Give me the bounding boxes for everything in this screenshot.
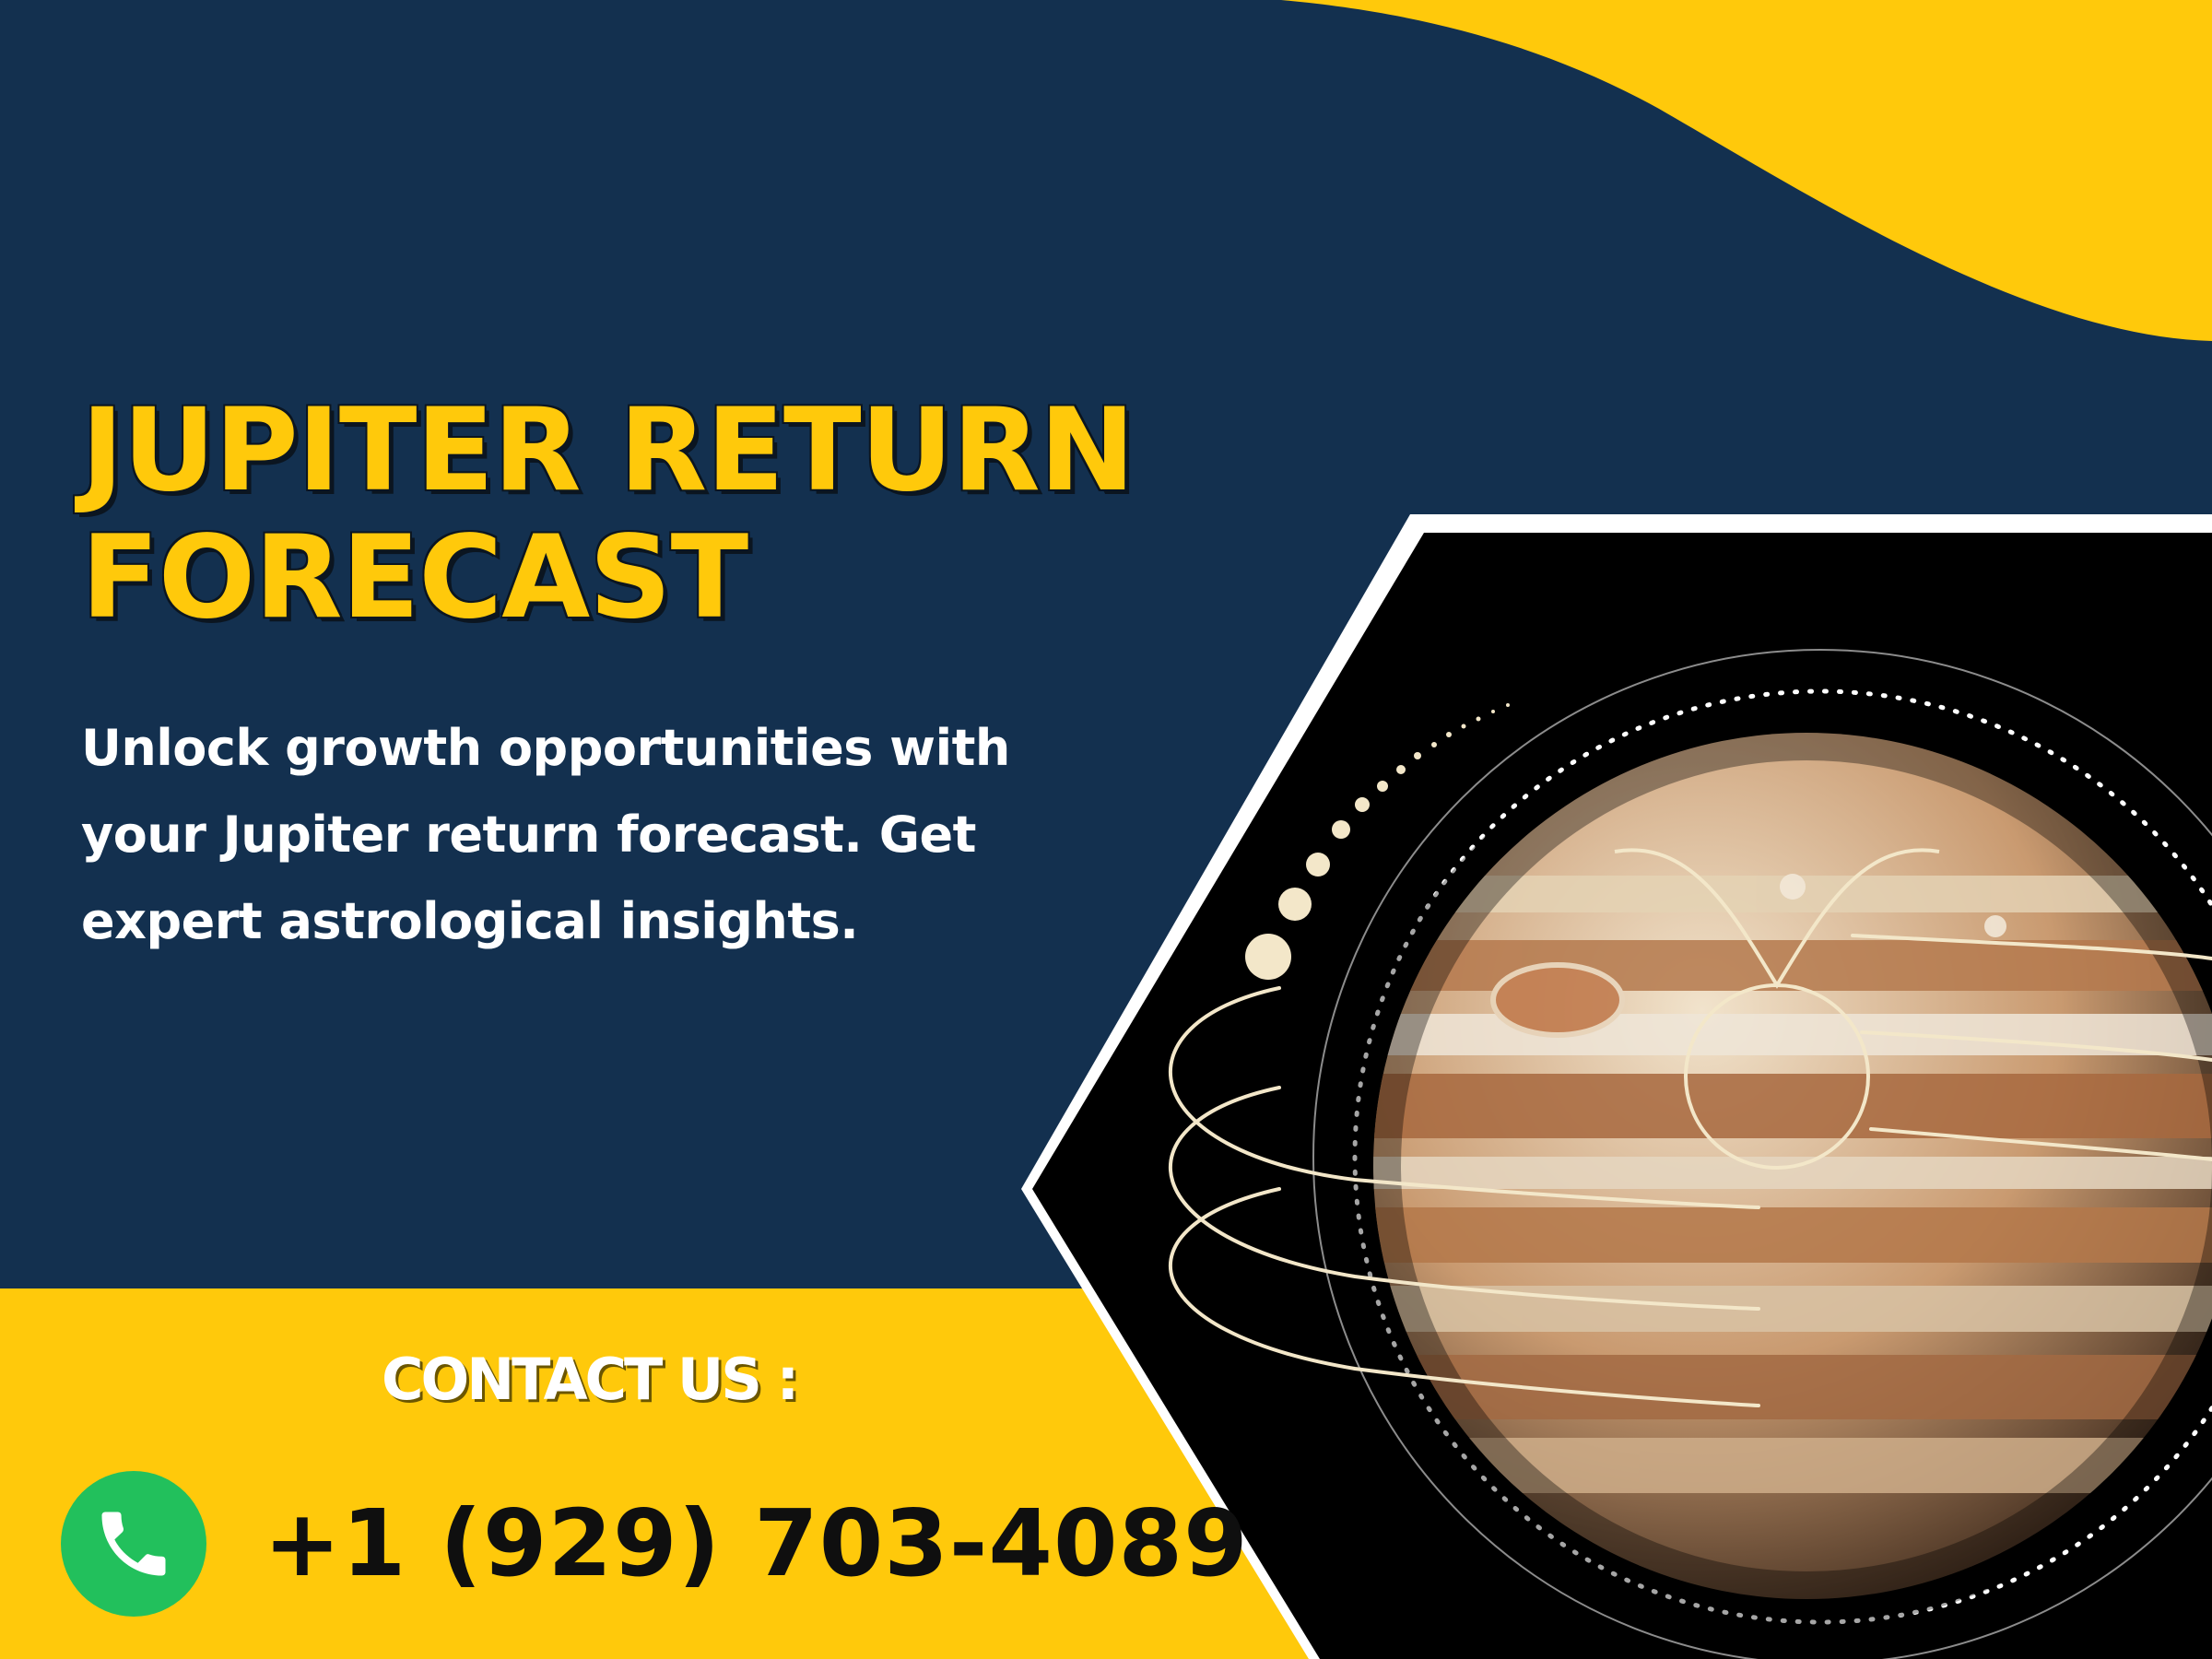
call-button[interactable]: [61, 1471, 206, 1617]
title-line-1: JUPITER RETURN: [81, 384, 1135, 517]
title-line-2: FORECAST: [81, 512, 748, 644]
yellow-band-bottom: [0, 1288, 1327, 1659]
yellow-wave-top: [1281, 0, 2212, 341]
taurus-glyph: [1614, 848, 1940, 1170]
banner-title: JUPITER RETURN FORECAST: [81, 387, 1135, 641]
contact-label: CONTACT US :: [382, 1346, 799, 1413]
phone-handset-icon: [101, 1512, 166, 1576]
banner-subtitle: Unlock growth opportunities with your Ju…: [81, 719, 1010, 950]
moon-dots: [1245, 703, 1510, 980]
orbit-swooshes: [1169, 934, 2212, 1407]
phone-number[interactable]: +1 (929) 703-4089: [264, 1489, 1249, 1597]
